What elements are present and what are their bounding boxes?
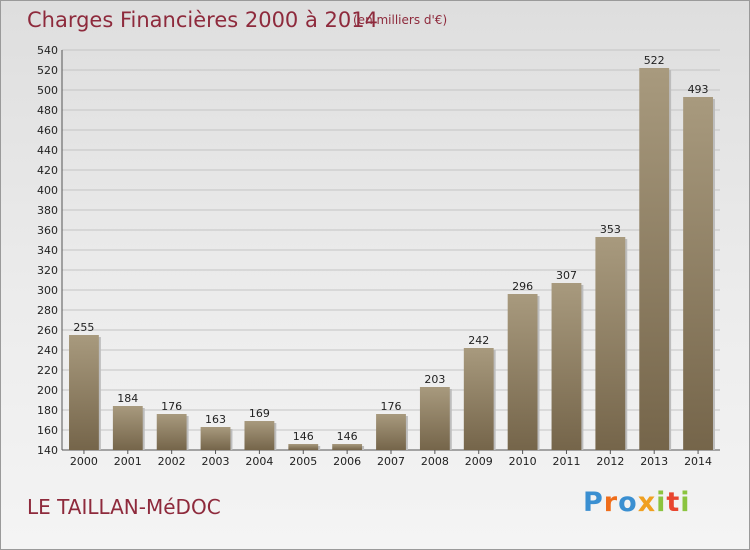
labels: 140 160 180 200 220 240 260 280 300 320 340 360 380 4… xyxy=(37,44,712,468)
x-tick-label: 2009 xyxy=(465,455,493,468)
bars xyxy=(69,68,715,450)
logo-letter: i xyxy=(680,487,691,518)
y-tick-label: 280 xyxy=(37,304,58,317)
data-label: 184 xyxy=(117,392,138,405)
logo-letter: t xyxy=(666,487,681,518)
logo-letter: P xyxy=(583,487,604,518)
data-label: 307 xyxy=(556,269,577,282)
y-tick-label: 380 xyxy=(37,204,58,217)
y-tick-label: 320 xyxy=(37,264,58,277)
bar xyxy=(244,421,275,450)
logo-letter: x xyxy=(637,487,657,518)
bar xyxy=(595,237,626,450)
y-tick-label: 220 xyxy=(37,364,58,377)
data-label: 169 xyxy=(249,407,270,420)
y-tick-label: 360 xyxy=(37,224,58,237)
bar xyxy=(639,68,670,450)
bar xyxy=(463,348,494,450)
x-tick-label: 2000 xyxy=(70,455,98,468)
proxiti-logo: Proxiti xyxy=(583,487,691,518)
chart-subtitle: (en milliers d'€) xyxy=(353,13,448,27)
bar xyxy=(507,294,538,450)
y-tick-label: 300 xyxy=(37,284,58,297)
bar xyxy=(683,97,713,450)
bar xyxy=(69,335,99,450)
logo-letter: r xyxy=(603,487,619,518)
x-tick-label: 2007 xyxy=(377,455,405,468)
data-label: 203 xyxy=(424,373,445,386)
x-tick-label: 2011 xyxy=(552,455,580,468)
y-tick-label: 500 xyxy=(37,84,58,97)
x-tick-label: 2005 xyxy=(289,455,317,468)
x-tick-label: 2013 xyxy=(640,455,668,468)
city-name: LE TAILLAN-MéDOC xyxy=(27,495,221,519)
data-label: 353 xyxy=(600,223,621,236)
logo-letter: o xyxy=(618,487,638,518)
y-tick-label: 540 xyxy=(37,44,58,57)
bar xyxy=(156,414,187,450)
x-tick-label: 2004 xyxy=(245,455,273,468)
data-label: 255 xyxy=(73,321,94,334)
y-tick-label: 180 xyxy=(37,404,58,417)
bar xyxy=(288,444,319,450)
chart-title: Charges Financières 2000 à 2014 xyxy=(27,8,378,32)
x-tick-label: 2008 xyxy=(421,455,449,468)
y-tick-label: 440 xyxy=(37,144,58,157)
data-label: 242 xyxy=(468,334,489,347)
x-tick-label: 2001 xyxy=(114,455,142,468)
y-tick-label: 420 xyxy=(37,164,58,177)
y-tick-label: 140 xyxy=(37,444,58,457)
bar xyxy=(376,414,406,450)
y-tick-label: 340 xyxy=(37,244,58,257)
data-label: 163 xyxy=(205,413,226,426)
data-label: 296 xyxy=(512,280,533,293)
data-label: 146 xyxy=(293,430,314,443)
data-label: 493 xyxy=(688,83,709,96)
logo-letter: i xyxy=(656,487,667,518)
data-label: 176 xyxy=(381,400,402,413)
x-tick-label: 2003 xyxy=(202,455,230,468)
y-tick-label: 260 xyxy=(37,324,58,337)
x-tick-label: 2010 xyxy=(509,455,537,468)
x-tick-label: 2012 xyxy=(596,455,624,468)
x-tick-label: 2002 xyxy=(158,455,186,468)
y-tick-label: 460 xyxy=(37,124,58,137)
bar xyxy=(332,444,363,450)
x-tick-label: 2014 xyxy=(684,455,712,468)
y-tick-label: 240 xyxy=(37,344,58,357)
x-tick-label: 2006 xyxy=(333,455,361,468)
data-label: 522 xyxy=(644,54,665,67)
bar xyxy=(551,283,582,450)
y-tick-label: 160 xyxy=(37,424,58,437)
y-tick-label: 520 xyxy=(37,64,58,77)
bar xyxy=(112,406,143,450)
data-label: 146 xyxy=(337,430,358,443)
y-tick-label: 200 xyxy=(37,384,58,397)
data-label: 176 xyxy=(161,400,182,413)
bar xyxy=(200,427,231,450)
bar xyxy=(419,387,450,450)
y-tick-label: 480 xyxy=(37,104,58,117)
y-tick-label: 400 xyxy=(37,184,58,197)
